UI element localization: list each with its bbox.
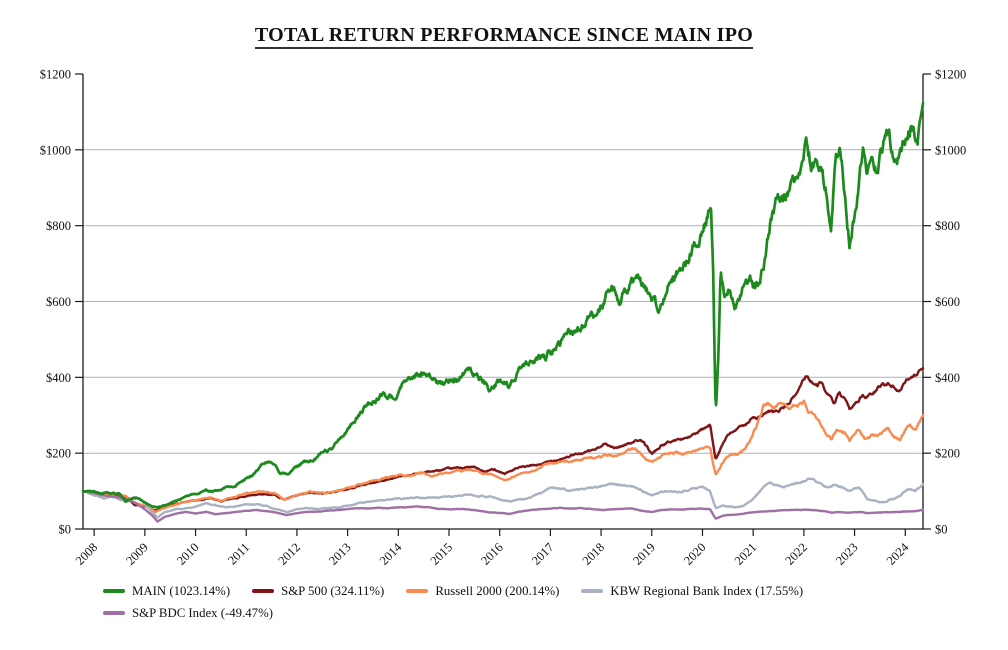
- legend-swatch-russell2000: [406, 589, 429, 593]
- legend-item-russell2000: Russell 2000 (200.14%): [406, 584, 559, 599]
- legend-label-sp500: S&P 500 (324.11%): [281, 583, 385, 598]
- y-axis-label-left: $200: [46, 447, 71, 461]
- x-axis-label: 2013: [326, 540, 354, 568]
- legend-item-sp500: S&P 500 (324.11%): [252, 584, 384, 599]
- y-axis-label-right: $800: [935, 219, 960, 233]
- y-axis-label-right: $1200: [935, 68, 966, 82]
- x-axis-label: 2018: [580, 540, 608, 568]
- y-axis-label-left: $0: [59, 523, 72, 537]
- legend-item-main: MAIN (1023.14%): [103, 584, 230, 599]
- x-axis-label: 2016: [478, 540, 506, 568]
- y-axis-label-right: $200: [935, 447, 960, 461]
- x-axis-label: 2008: [73, 540, 101, 568]
- y-axis-label-right: $1000: [935, 143, 966, 157]
- x-axis-label: 2024: [884, 540, 912, 568]
- y-axis-label-right: $600: [935, 295, 960, 309]
- legend-label-bdc: S&P BDC Index (-49.47%): [132, 605, 273, 620]
- x-axis-label: 2015: [428, 540, 456, 568]
- x-axis-label: 2009: [123, 540, 151, 568]
- legend-label-main: MAIN (1023.14%): [132, 583, 231, 598]
- legend-item-kbw: KBW Regional Bank Index (17.55%): [581, 584, 803, 599]
- legend-row-2: S&P BDC Index (-49.47%): [103, 602, 963, 624]
- chart-svg: $0 $0 $200 $200 $400 $400 $600 $600 $800 $800 $100…: [40, 68, 967, 568]
- legend-row-1: MAIN (1023.14%) S&P 500 (324.11%) Russell …: [103, 580, 963, 602]
- x-axis-label: 2022: [782, 540, 810, 568]
- x-axis-label: 2021: [732, 540, 760, 568]
- x-axis-label: 2014: [377, 540, 405, 568]
- y-axis-label-left: $400: [46, 371, 71, 385]
- x-axis-label: 2017: [529, 540, 557, 568]
- y-axis-label-left: $1200: [40, 68, 71, 82]
- y-axis-label-left: $800: [46, 219, 71, 233]
- legend-swatch-sp500: [252, 589, 275, 593]
- series-line-sp500: [81, 367, 925, 512]
- y-axis-label-right: $0: [935, 523, 948, 537]
- legend-swatch-bdc: [103, 611, 125, 615]
- legend-label-kbw: KBW Regional Bank Index (17.55%): [610, 583, 804, 598]
- series-line-main: [81, 101, 925, 509]
- x-axis-label: 2011: [225, 540, 252, 567]
- chart-title-wrap: TOTAL RETURN PERFORMANCE SINCE MAIN IPO: [0, 24, 1008, 49]
- legend-swatch-main: [103, 589, 125, 593]
- x-axis-label: 2023: [833, 540, 861, 568]
- y-axis-label-left: $600: [46, 295, 71, 309]
- y-axis-label-right: $400: [935, 371, 960, 385]
- chart-legend: MAIN (1023.14%) S&P 500 (324.11%) Russell …: [103, 580, 963, 624]
- series-line-russell2000: [81, 399, 925, 514]
- y-axis-label-left: $1000: [40, 143, 71, 157]
- x-axis-label: 2010: [174, 540, 202, 568]
- chart-title: TOTAL RETURN PERFORMANCE SINCE MAIN IPO: [254, 24, 754, 49]
- series-line-kbw: [81, 477, 925, 519]
- legend-swatch-kbw: [581, 589, 604, 593]
- legend-item-bdc: S&P BDC Index (-49.47%): [103, 606, 273, 621]
- series-line-bdc: [81, 489, 925, 523]
- legend-label-russell2000: Russell 2000 (200.14%): [435, 583, 560, 598]
- x-axis-label: 2020: [681, 540, 709, 568]
- x-axis-label: 2019: [630, 540, 658, 568]
- x-axis-label: 2012: [275, 540, 303, 568]
